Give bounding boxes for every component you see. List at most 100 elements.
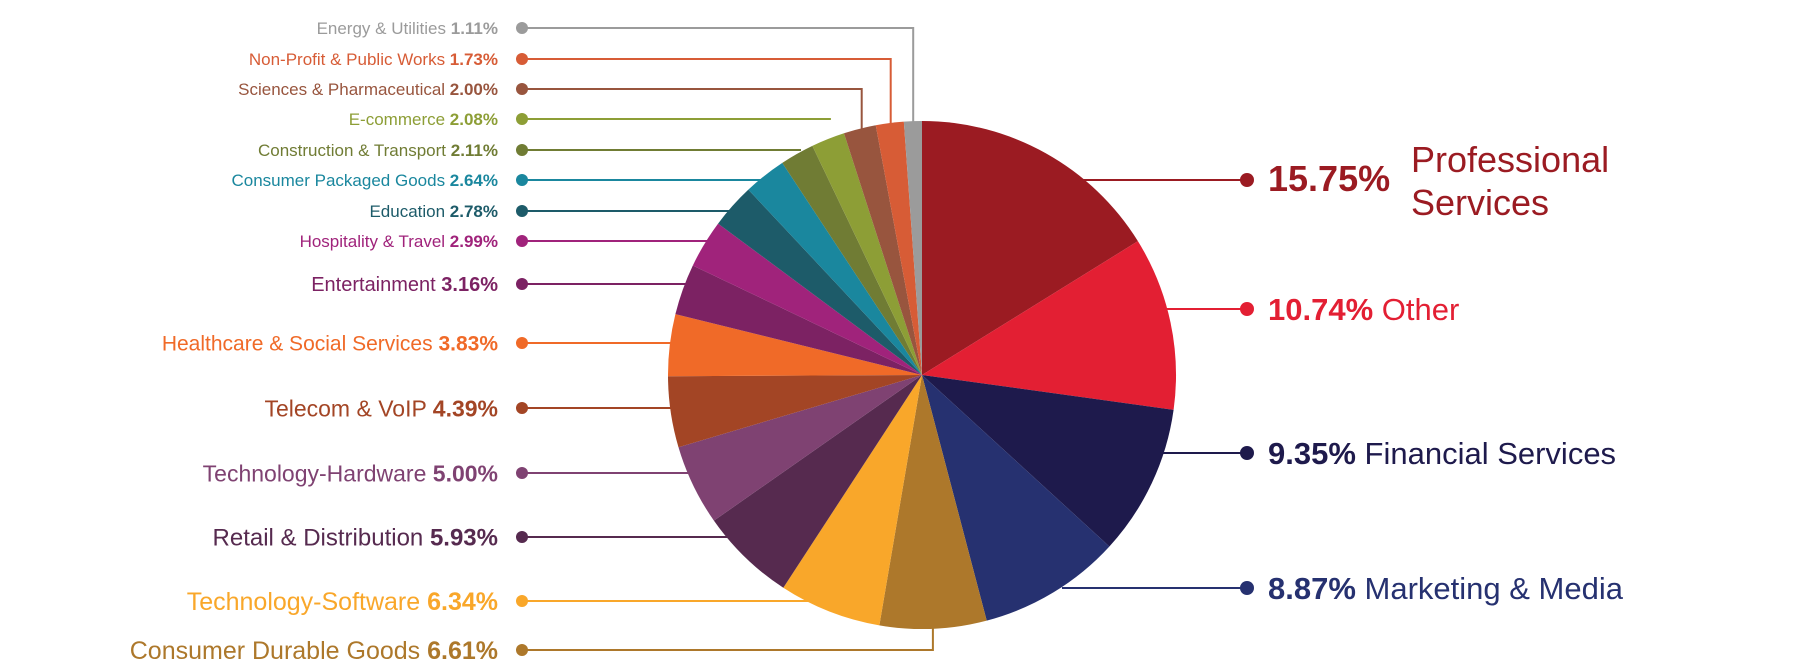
leader-line-energy-and-utilities: [522, 27, 915, 130]
slice-name: Marketing & Media: [1356, 571, 1624, 606]
slice-label-technology-software: Technology-Software 6.34%: [187, 588, 498, 616]
slice-label-marketing-and-media: 8.87% Marketing & Media: [1268, 571, 1624, 606]
leader-dot-hospitality-and-travel: [516, 235, 528, 247]
pie-slice-retail-and-distribution: [713, 375, 922, 588]
slice-name: Financial Services: [1356, 436, 1616, 471]
slice-label-telecom-and-voip: Telecom & VoIP 4.39%: [264, 395, 498, 421]
slice-name: Hospitality & Travel: [300, 232, 450, 251]
slice-name: Technology-Software: [187, 588, 427, 616]
slice-percent: 15.75%: [1268, 158, 1390, 199]
slice-name: Telecom & VoIP: [264, 395, 432, 421]
slice-name-line-1: Professional: [1411, 139, 1609, 180]
leader-dot-professional-services: [1240, 173, 1254, 187]
pie-slice-professional-services: [922, 121, 1138, 375]
pie-slice-consumer-packaged-goods: [748, 162, 922, 375]
slice-label-healthcare-and-social-services: Healthcare & Social Services 3.83%: [162, 333, 498, 356]
leader-dot-energy-and-utilities: [516, 22, 528, 34]
slice-label-entertainment: Entertainment 3.16%: [311, 274, 498, 296]
slice-label-consumer-packaged-goods: Consumer Packaged Goods 2.64%: [232, 171, 499, 190]
slice-percent: 9.35%: [1268, 436, 1356, 471]
slice-name-line-2: Services: [1411, 182, 1549, 223]
slice-label-financial-services: 9.35% Financial Services: [1268, 436, 1616, 471]
pie-slice-sciences-and-pharmaceutical: [843, 125, 922, 375]
leader-dot-e-commerce: [516, 113, 528, 125]
pie-slice-consumer-durable-goods: [879, 375, 987, 630]
leader-dot-consumer-packaged-goods: [516, 174, 528, 186]
slice-name: Construction & Transport: [258, 141, 451, 160]
leader-line-sciences-and-pharmaceutical: [522, 88, 863, 137]
slice-name: Sciences & Pharmaceutical: [238, 80, 450, 99]
slice-percent: 3.83%: [438, 333, 498, 356]
leader-dot-marketing-and-media: [1240, 581, 1254, 595]
slice-label-professional-services: 15.75%: [1268, 158, 1390, 199]
leader-dot-education: [516, 205, 528, 217]
slice-percent: 6.61%: [427, 637, 498, 665]
slice-name: Other: [1373, 292, 1459, 327]
slice-percent: 5.93%: [430, 525, 498, 552]
leader-dot-construction-and-transport: [516, 144, 528, 156]
slice-label-non-profit-and-public-works: Non-Profit & Public Works 1.73%: [249, 50, 498, 69]
slice-name: Energy & Utilities: [317, 19, 451, 38]
pie-slice-e-commerce: [812, 133, 922, 375]
pie-slice-telecom-and-voip: [668, 375, 922, 448]
leader-lines: [516, 22, 1254, 656]
leader-dot-financial-services: [1240, 446, 1254, 460]
slice-percent: 2.78%: [450, 202, 498, 221]
slice-name: Entertainment: [311, 274, 441, 296]
slice-name: Non-Profit & Public Works: [249, 50, 450, 69]
slice-percent: 10.74%: [1268, 292, 1373, 327]
pie-slice-energy-and-utilities: [903, 121, 922, 375]
leader-dot-technology-software: [516, 595, 528, 607]
slice-label-hospitality-and-travel: Hospitality & Travel 2.99%: [300, 232, 498, 251]
leader-dot-entertainment: [516, 278, 528, 290]
slice-percent: 2.11%: [451, 141, 498, 160]
slice-label-education: Education 2.78%: [369, 202, 498, 221]
slice-name: Consumer Packaged Goods: [232, 171, 450, 190]
slice-percent: 8.87%: [1268, 571, 1356, 606]
leader-dot-technology-hardware: [516, 467, 528, 479]
pie-slice-healthcare-and-social-services: [667, 314, 922, 377]
pie-slice-marketing-and-media: [922, 375, 1110, 621]
pie-slice-hospitality-and-travel: [692, 223, 922, 375]
slice-percent: 1.11%: [451, 19, 498, 38]
slice-label-consumer-durable-goods: Consumer Durable Goods 6.61%: [130, 637, 498, 665]
leader-dot-telecom-and-voip: [516, 402, 528, 414]
pie-slice-technology-software: [783, 375, 922, 626]
slice-name: Technology-Hardware: [203, 460, 433, 486]
pie-slice-education: [718, 189, 922, 375]
pie-slice-non-profit-and-public-works: [875, 121, 922, 376]
pie-slice-financial-services: [922, 375, 1174, 547]
slice-label-construction-and-transport: Construction & Transport 2.11%: [258, 141, 498, 160]
leader-dot-consumer-durable-goods: [516, 644, 528, 656]
leader-line-non-profit-and-public-works: [522, 58, 892, 131]
slice-name: E-commerce: [349, 110, 450, 129]
slice-percent: 5.00%: [433, 460, 498, 486]
slice-label-technology-hardware: Technology-Hardware 5.00%: [203, 460, 498, 486]
pie-slice-technology-hardware: [678, 375, 922, 521]
pie-slice-construction-and-transport: [782, 145, 922, 375]
slice-percent: 6.34%: [427, 588, 498, 616]
slice-name: Education: [369, 202, 449, 221]
slice-label-other: 10.74% Other: [1268, 292, 1459, 327]
leader-dot-healthcare-and-social-services: [516, 337, 528, 349]
pie-slice-other: [922, 241, 1177, 410]
slice-percent: 1.73%: [450, 50, 498, 69]
leader-dot-retail-and-distribution: [516, 531, 528, 543]
leader-dot-sciences-and-pharmaceutical: [516, 83, 528, 95]
slice-percent: 2.00%: [450, 80, 498, 99]
slice-percent: 2.64%: [450, 171, 498, 190]
slice-name: Consumer Durable Goods: [130, 637, 427, 665]
pie-slice-entertainment: [675, 265, 922, 375]
slice-label-energy-and-utilities: Energy & Utilities 1.11%: [317, 19, 498, 38]
slice-label-retail-and-distribution: Retail & Distribution 5.93%: [213, 525, 498, 552]
slice-label-sciences-and-pharmaceutical: Sciences & Pharmaceutical 2.00%: [238, 80, 498, 99]
slice-percent: 4.39%: [433, 395, 498, 421]
slice-name: Retail & Distribution: [213, 525, 430, 552]
slice-percent: 2.08%: [450, 110, 498, 129]
pie-slices: [667, 121, 1177, 630]
slice-percent: 3.16%: [441, 274, 498, 296]
slice-name: Healthcare & Social Services: [162, 333, 439, 356]
slice-label-e-commerce: E-commerce 2.08%: [349, 110, 498, 129]
